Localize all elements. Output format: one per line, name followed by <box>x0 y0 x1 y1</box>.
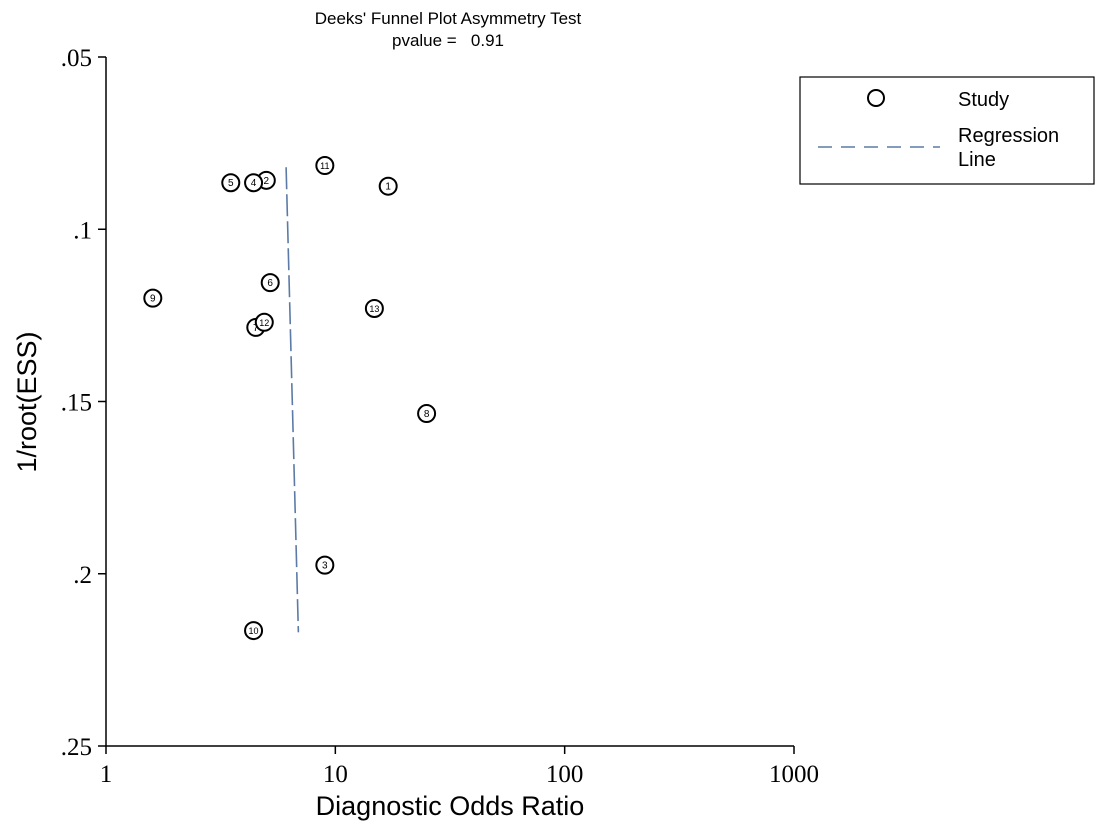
study-id-label: 6 <box>267 278 273 289</box>
study-point: 10 <box>244 621 264 641</box>
study-point: 6 <box>260 273 280 293</box>
legend-box <box>799 76 1095 185</box>
legend-regression-label: Regression Line <box>958 125 1065 171</box>
chart-subtitle: pvalue = 0.91 <box>392 31 504 50</box>
x-tick-label: 100 <box>546 761 584 788</box>
study-id-label: 9 <box>150 294 156 305</box>
x-tick-label: 10 <box>323 761 348 788</box>
legend-regression-label-line1: Regression <box>958 125 1059 147</box>
legend: Study Regression Line <box>799 76 1095 185</box>
study-point: 5 <box>221 173 241 193</box>
study-point: 4 <box>244 173 264 193</box>
study-marker <box>260 273 280 293</box>
x-tick-label: 1000 <box>769 761 819 788</box>
study-marker <box>364 298 384 318</box>
study-id-label: 11 <box>320 161 329 171</box>
study-marker <box>378 176 398 196</box>
study-point: 8 <box>417 404 437 424</box>
x-tick-label: 1 <box>100 761 113 788</box>
y-tick-label: .1 <box>73 217 92 244</box>
study-point: 11 <box>315 156 335 176</box>
y-tick-label: .2 <box>73 562 92 589</box>
legend-study-marker <box>867 89 885 107</box>
study-id-label: 10 <box>249 626 259 636</box>
study-marker <box>244 173 264 193</box>
study-id-label: 5 <box>228 178 234 189</box>
study-point: 12 <box>254 312 274 332</box>
y-axis-ticks: .05 .1 .15 .2 .25 <box>61 45 106 761</box>
study-marker <box>254 312 274 332</box>
study-id-label: 8 <box>424 409 430 420</box>
study-point: 13 <box>364 298 384 318</box>
chart-title: Deeks' Funnel Plot Asymmetry Test <box>315 9 582 28</box>
study-id-label: 1 <box>385 182 391 193</box>
legend-study-label: Study <box>958 89 1009 111</box>
study-point: 9 <box>143 288 163 308</box>
study-id-label: 2 <box>264 176 270 187</box>
study-id-label: 12 <box>259 318 269 328</box>
y-tick-label: .05 <box>61 45 92 72</box>
legend-regression-label-line2: Line <box>958 149 996 171</box>
y-axis-label: 1/root(ESS) <box>12 331 42 472</box>
study-id-label: 13 <box>369 304 379 314</box>
regression-line <box>285 167 300 633</box>
study-id-label: 4 <box>251 178 257 189</box>
study-point: 3 <box>315 555 335 575</box>
x-axis-label: Diagnostic Odds Ratio <box>316 791 585 821</box>
study-marker <box>315 156 335 176</box>
study-marker <box>417 404 437 424</box>
y-tick-label: .15 <box>61 390 92 417</box>
study-marker <box>244 621 264 641</box>
study-point: 1 <box>378 176 398 196</box>
x-axis-ticks: 1 10 100 1000 <box>100 746 819 788</box>
study-id-label: 3 <box>322 561 328 572</box>
regression-line-group <box>285 167 300 633</box>
study-marker <box>143 288 163 308</box>
study-id-label: 7 <box>253 323 259 334</box>
y-tick-label: .25 <box>61 734 92 761</box>
study-marker <box>221 173 241 193</box>
study-marker <box>315 555 335 575</box>
